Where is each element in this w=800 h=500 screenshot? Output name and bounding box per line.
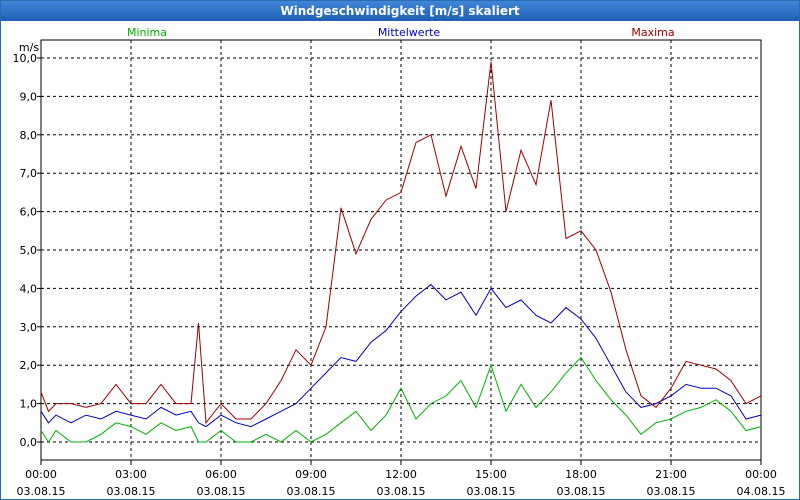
y-tick-label: 8,0 — [20, 129, 38, 142]
x-tick-time: 15:00 — [475, 468, 507, 481]
x-tick-time: 18:00 — [565, 468, 597, 481]
series-line-mittelwerte — [40, 283, 762, 428]
series-line-minima — [40, 356, 762, 443]
y-tick-label: 6,0 — [20, 206, 38, 219]
x-tick-date: 03.08.15 — [467, 485, 516, 498]
y-tick-label: 5,0 — [20, 244, 38, 257]
x-tick-date: 03.08.15 — [647, 485, 696, 498]
y-tick-label: 0,0 — [20, 436, 38, 449]
y-axis-unit-label: m/s — [19, 41, 39, 54]
legend-minima: Minima — [127, 26, 167, 39]
x-tick-time: 00:00 — [25, 468, 57, 481]
x-tick-date: 03.08.15 — [17, 485, 66, 498]
y-tick-label: 2,0 — [20, 359, 38, 372]
x-tick-date: 03.08.15 — [377, 485, 426, 498]
x-tick-time: 09:00 — [295, 468, 327, 481]
y-tick-label: 3,0 — [20, 321, 38, 334]
legend-maxima: Maxima — [631, 26, 674, 39]
y-tick-label: 10,0 — [13, 52, 38, 65]
y-tick-label: 7,0 — [20, 167, 38, 180]
x-tick-date: 03.08.15 — [197, 485, 246, 498]
x-tick-date: 04.08.15 — [737, 485, 786, 498]
x-tick-date: 03.08.15 — [557, 485, 606, 498]
x-tick-time: 03:00 — [115, 468, 147, 481]
series-line-maxima — [40, 61, 762, 425]
x-tick-time: 12:00 — [385, 468, 417, 481]
x-tick-time: 00:00 — [745, 468, 777, 481]
legend-mittelwerte: Mittelwerte — [378, 26, 441, 39]
x-tick-date: 03.08.15 — [107, 485, 156, 498]
x-tick-time: 21:00 — [655, 468, 687, 481]
chart-title: Windgeschwindigkeit [m/s] skaliert — [1, 1, 799, 21]
x-tick-time: 06:00 — [205, 468, 237, 481]
y-tick-label: 4,0 — [20, 282, 38, 295]
y-tick-label: 9,0 — [20, 90, 38, 103]
x-tick-date: 03.08.15 — [287, 485, 336, 498]
y-tick-label: 1,0 — [20, 398, 38, 411]
